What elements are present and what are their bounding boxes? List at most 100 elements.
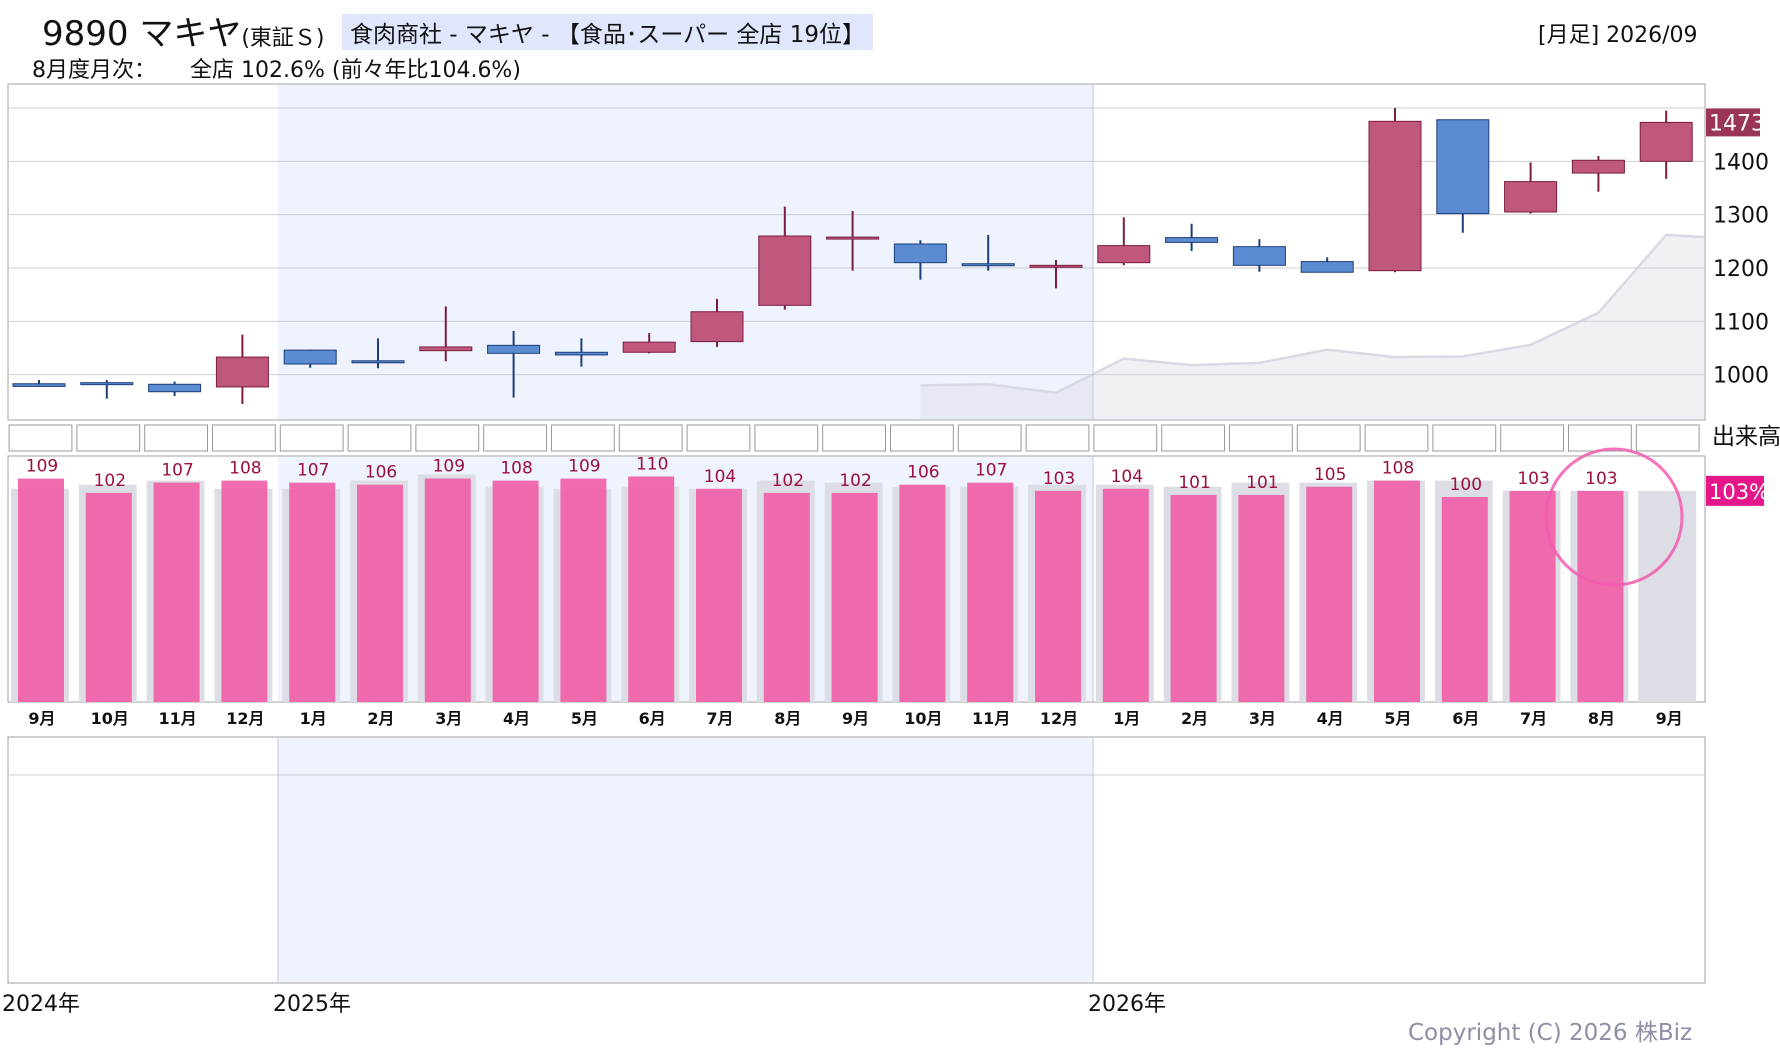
sales-bar-label: 108 xyxy=(229,459,261,479)
volume-cell xyxy=(551,424,615,452)
sales-bar xyxy=(221,480,268,702)
price-tick-label: 1400 xyxy=(1713,150,1769,175)
candle-body xyxy=(1300,261,1354,273)
month-tick-label: 3月 xyxy=(435,709,462,728)
candle xyxy=(961,234,1015,271)
overlay-area xyxy=(920,234,1704,420)
sales-bar-label: 103 xyxy=(1585,469,1617,489)
sales-bar xyxy=(560,478,607,702)
candle xyxy=(1232,239,1286,272)
candle xyxy=(1436,119,1490,233)
volume-cell xyxy=(822,424,887,452)
monthly-summary: 8月度月次： 全店 102.6% (前々年比104.6%) xyxy=(32,52,521,84)
sales-bar xyxy=(1170,494,1217,702)
sales-bar-label: 107 xyxy=(297,461,329,481)
current-pct-label: 103% xyxy=(1709,480,1769,504)
month-tick-label: 6月 xyxy=(639,709,666,728)
volume-cell xyxy=(1093,424,1158,452)
sales-bar-label: 101 xyxy=(1246,473,1278,493)
volume-cell xyxy=(1364,424,1429,452)
price-tick-label: 1000 xyxy=(1713,364,1769,389)
sales-bar xyxy=(424,478,471,702)
month-tick-label: 2月 xyxy=(367,709,394,728)
month-tick-label: 10月 xyxy=(91,709,129,728)
volume-cell xyxy=(618,424,683,452)
candle xyxy=(419,306,473,362)
sales-bar-label: 106 xyxy=(907,463,939,483)
candle-body xyxy=(351,360,405,364)
volume-label: 出来高 xyxy=(1712,424,1780,450)
market-label: (東証Ｓ) xyxy=(241,26,325,51)
candle xyxy=(1300,257,1354,273)
price-tick-label: 1100 xyxy=(1713,310,1769,335)
monthly-value: 全店 102.6% (前々年比104.6%) xyxy=(190,58,521,83)
sales-bar-label: 104 xyxy=(704,467,736,487)
month-tick-label: 9月 xyxy=(842,709,869,728)
sales-bar-label: 103 xyxy=(1043,469,1075,489)
sales-bar-label: 102 xyxy=(94,471,126,491)
month-tick-label: 3月 xyxy=(1249,709,1276,728)
sales-bar xyxy=(1306,486,1353,702)
sales-bar xyxy=(357,484,403,702)
sales-bar-label: 106 xyxy=(365,463,397,483)
candle-body xyxy=(554,351,608,356)
year-label: 2026年 xyxy=(1088,992,1166,1017)
month-tick-label: 6月 xyxy=(1452,709,1479,728)
sales-bar-label: 110 xyxy=(636,455,668,475)
sales-bar-label: 105 xyxy=(1314,465,1346,485)
sales-bar xyxy=(967,482,1014,702)
sales-bar xyxy=(1441,497,1488,702)
candle xyxy=(283,349,337,368)
candle-body xyxy=(419,346,473,352)
sales-bar xyxy=(18,478,64,702)
month-tick-label: 2月 xyxy=(1181,709,1208,728)
sales-bar-label: 103 xyxy=(1517,469,1549,489)
monthly-label: 8月度月次： xyxy=(32,58,156,83)
candle-body xyxy=(148,383,202,393)
volume-cell xyxy=(1296,424,1361,452)
candle xyxy=(893,240,947,280)
candle-body xyxy=(80,382,134,386)
volume-cell xyxy=(347,424,412,452)
candle xyxy=(758,206,812,310)
volume-cell xyxy=(1161,424,1225,452)
candle xyxy=(1571,156,1625,192)
candle-body xyxy=(1165,237,1219,243)
candle xyxy=(1165,223,1219,251)
month-tick-label: 11月 xyxy=(972,709,1010,728)
volume-cell xyxy=(8,424,73,452)
sales-bar xyxy=(492,480,539,702)
sales-bar xyxy=(1238,494,1285,702)
candle xyxy=(622,333,676,354)
candle-body xyxy=(1436,119,1490,215)
month-tick-label: 8月 xyxy=(1588,709,1615,728)
candle xyxy=(12,380,66,387)
volume-cell xyxy=(1500,424,1564,452)
copyright: Copyright (C) 2026 株Biz xyxy=(1408,1020,1693,1046)
candle-body xyxy=(1368,120,1422,272)
candle-body xyxy=(893,243,947,264)
month-tick-label: 7月 xyxy=(706,709,733,728)
current-price-label: 1473 xyxy=(1709,111,1765,136)
candle-body xyxy=(758,235,812,306)
candle xyxy=(1639,110,1693,179)
current-pct-badge xyxy=(1706,475,1764,506)
candle xyxy=(80,380,134,399)
price-tick-label: 1200 xyxy=(1713,257,1769,282)
volume-cell xyxy=(279,424,344,452)
candle xyxy=(215,334,269,404)
volume-cell xyxy=(76,424,141,452)
candle xyxy=(554,338,608,367)
sales-bar xyxy=(628,476,675,702)
candle xyxy=(1504,162,1558,214)
sales-bar xyxy=(85,492,132,702)
month-tick-label: 9月 xyxy=(1656,709,1683,728)
volume-cell xyxy=(1635,424,1700,452)
candle-body xyxy=(487,344,541,354)
sales-bar xyxy=(1577,490,1624,702)
volume-cell xyxy=(1025,424,1090,452)
candle-body xyxy=(215,356,269,388)
year-label: 2025年 xyxy=(273,992,351,1017)
volume-cell xyxy=(1432,424,1497,452)
